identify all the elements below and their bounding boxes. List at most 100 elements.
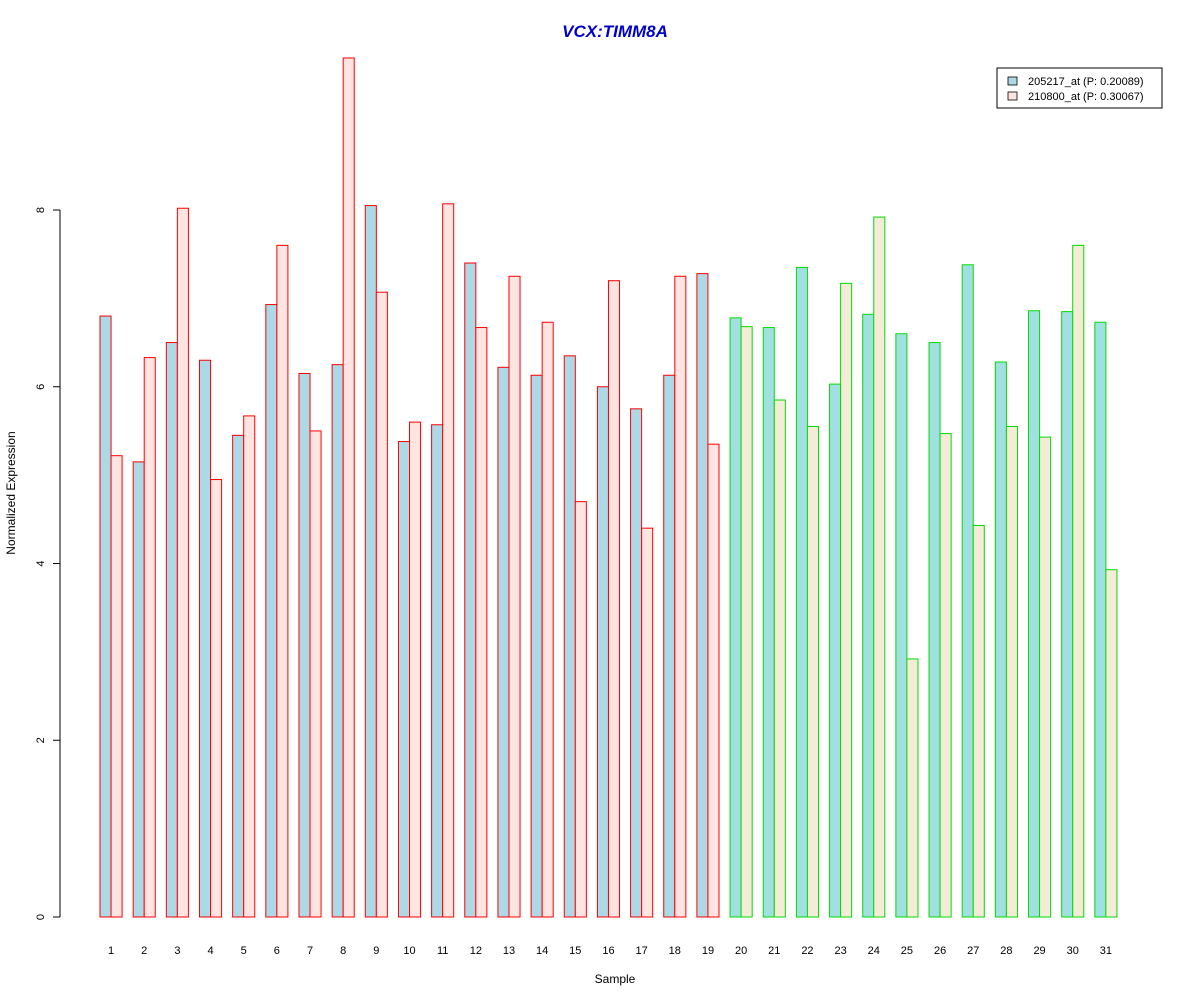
bar-s1-sample-9: [364, 205, 377, 918]
bar-s2-sample-10: [409, 421, 422, 918]
bar-s2-sample-1: [110, 455, 123, 918]
chart-title: VCX:TIMM8A: [562, 22, 668, 41]
bar-s1-sample-17: [630, 408, 643, 918]
bar-s1-sample-1: [99, 315, 112, 918]
x-tick-label-9: 9: [373, 945, 379, 957]
bar-s1-sample-5: [232, 434, 245, 918]
x-tick-label-23: 23: [834, 945, 846, 957]
bar-s2-sample-14: [541, 321, 554, 918]
bar-s1-sample-7: [298, 372, 311, 918]
y-tick-label-4: 4: [35, 560, 47, 566]
x-tick-label-21: 21: [768, 945, 780, 957]
x-tick-label-7: 7: [307, 945, 313, 957]
bar-s1-sample-25: [895, 333, 908, 918]
bar-s2-sample-23: [840, 282, 853, 918]
x-tick-label-11: 11: [437, 945, 448, 957]
bar-s1-sample-18: [663, 374, 676, 918]
x-axis-label: Sample: [595, 972, 636, 986]
x-tick-label-6: 6: [274, 945, 280, 957]
x-tick-labels: 1 2 3 4 5 6 7 8 9 10 11 12 13 14 15 16 17 18 19 20 21 22 23 24 2…: [108, 945, 1112, 957]
bar-s2-sample-26: [939, 433, 952, 918]
bar-s2-sample-29: [1039, 436, 1052, 918]
bar-s1-sample-28: [994, 361, 1007, 918]
x-tick-label-3: 3: [174, 945, 180, 957]
bar-s2-sample-8: [342, 57, 355, 918]
bar-s1-sample-10: [397, 441, 411, 918]
x-tick-label-5: 5: [241, 945, 247, 957]
bar-s1-sample-26: [928, 342, 941, 918]
x-tick-label-24: 24: [868, 945, 880, 957]
bar-s2-sample-15: [574, 501, 587, 918]
bar-s2-sample-31: [1105, 569, 1118, 918]
bar-s2-sample-27: [972, 525, 985, 918]
x-tick-label-10: 10: [403, 945, 415, 957]
bar-s2-sample-2: [143, 357, 156, 918]
x-tick-label-27: 27: [967, 945, 979, 957]
bar-s1-sample-19: [696, 273, 709, 918]
bar-s2-sample-12: [475, 327, 488, 918]
bar-s1-sample-22: [795, 266, 808, 918]
y-tick-label-0: 0: [35, 914, 47, 920]
bar-s2-sample-24: [873, 216, 886, 918]
legend-label-205217: 205217_at (P: 0.20089): [1028, 76, 1144, 88]
bar-s1-sample-8: [331, 364, 344, 918]
bar-s2-sample-3: [176, 207, 189, 918]
x-tick-label-19: 19: [702, 945, 714, 957]
bar-s2-sample-25: [906, 658, 919, 918]
bar-s1-sample-6: [265, 304, 278, 918]
bar-s1-sample-27: [961, 264, 974, 918]
bar-s1-sample-20: [729, 317, 742, 918]
bar-s1-sample-23: [829, 383, 842, 918]
bar-s1-sample-31: [1094, 321, 1107, 918]
x-tick-label-15: 15: [569, 945, 581, 957]
x-tick-label-22: 22: [801, 945, 813, 957]
legend-box: [996, 67, 1163, 109]
bar-s2-sample-11: [442, 203, 455, 918]
x-tick-label-29: 29: [1033, 945, 1045, 957]
bar-s2-sample-30: [1072, 244, 1085, 918]
x-tick-label-16: 16: [602, 945, 614, 957]
y-axis-label: Normalized Expression: [4, 431, 18, 554]
legend-swatch-210800: [1007, 91, 1018, 101]
x-tick-label-31: 31: [1100, 945, 1112, 957]
bar-s1-sample-12: [464, 262, 477, 918]
legend-swatch-205217: [1007, 76, 1018, 86]
bar-s2-sample-4: [210, 479, 223, 918]
bar-s1-sample-30: [1061, 311, 1074, 918]
bar-s1-sample-4: [198, 359, 212, 918]
x-tick-label-4: 4: [207, 945, 213, 957]
bar-s2-sample-20: [740, 326, 753, 918]
x-tick-label-1: 1: [108, 945, 114, 957]
x-tick-label-25: 25: [901, 945, 913, 957]
bar-s1-sample-14: [530, 374, 543, 918]
bars: [99, 57, 1118, 918]
x-tick-label-17: 17: [636, 945, 648, 957]
x-tick-label-18: 18: [669, 945, 681, 957]
bar-s2-sample-16: [607, 280, 621, 918]
bar-s1-sample-15: [563, 355, 576, 918]
bar-s2-sample-19: [707, 443, 720, 918]
bar-s2-sample-13: [508, 275, 521, 918]
x-tick-label-20: 20: [735, 945, 747, 957]
x-tick-label-14: 14: [536, 945, 548, 957]
bar-s1-sample-29: [1028, 310, 1041, 918]
bar-s2-sample-22: [806, 426, 819, 918]
x-tick-label-13: 13: [503, 945, 515, 957]
bar-s1-sample-3: [165, 342, 178, 918]
x-tick-label-30: 30: [1067, 945, 1079, 957]
y-tick-label-2: 2: [35, 737, 47, 743]
bar-s1-sample-16: [596, 386, 609, 918]
x-tick-label-28: 28: [1000, 945, 1012, 957]
bar-s1-sample-11: [431, 424, 444, 918]
y-axis: 0 2 4 6 8: [35, 207, 61, 920]
y-tick-label-6: 6: [35, 384, 47, 390]
bar-s1-sample-2: [132, 461, 145, 918]
x-tick-label-12: 12: [470, 945, 482, 957]
bar-s2-sample-7: [309, 430, 322, 918]
bar-s1-sample-21: [762, 327, 775, 918]
bar-s1-sample-24: [862, 313, 875, 918]
bar-s2-sample-9: [375, 291, 388, 918]
x-tick-label-2: 2: [141, 945, 147, 957]
bar-s2-sample-21: [773, 399, 786, 918]
